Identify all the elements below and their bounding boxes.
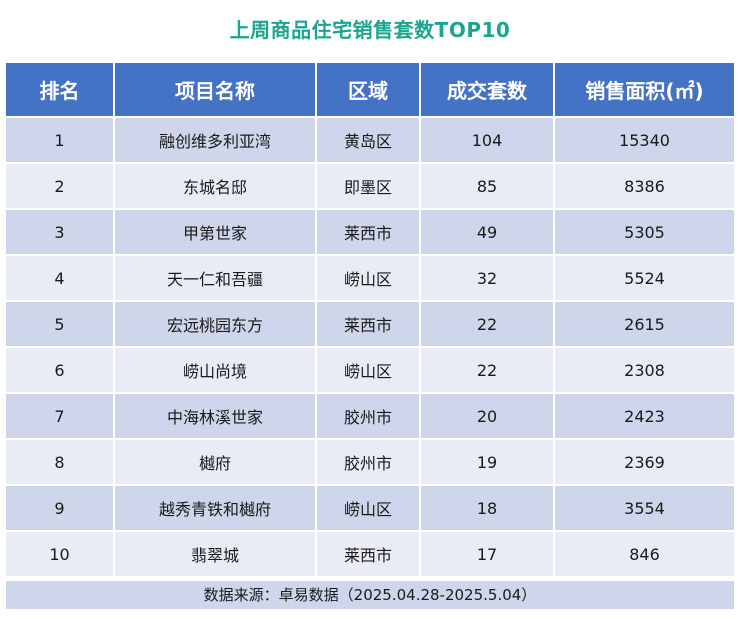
area-cell: 15340 xyxy=(555,118,734,164)
district-cell: 黄岛区 xyxy=(317,118,421,164)
header-rank: 排名 xyxy=(6,63,115,118)
header-units: 成交套数 xyxy=(421,63,555,118)
district-cell: 胶州市 xyxy=(317,440,421,486)
header-project: 项目名称 xyxy=(115,63,317,118)
table-row: 1 融创维多利亚湾 黄岛区 104 15340 xyxy=(6,118,734,164)
header-area: 销售面积(㎡) xyxy=(555,63,734,118)
header-district: 区域 xyxy=(317,63,421,118)
table-row: 5 宏远桃园东方 莱西市 22 2615 xyxy=(6,302,734,348)
sales-table: 排名 项目名称 区域 成交套数 销售面积(㎡) 1 融创维多利亚湾 黄岛区 104 15… xyxy=(6,63,734,578)
table-row: 9 越秀青铁和樾府 崂山区 18 3554 xyxy=(6,486,734,532)
district-cell: 崂山区 xyxy=(317,256,421,302)
district-cell: 莱西市 xyxy=(317,532,421,578)
data-source-note: 数据来源：卓易数据（2025.04.28-2025.5.04） xyxy=(6,581,734,609)
rank-cell: 1 xyxy=(6,118,115,164)
table-row: 10 翡翠城 莱西市 17 846 xyxy=(6,532,734,578)
project-name-cell: 越秀青铁和樾府 xyxy=(115,486,317,532)
rank-cell: 5 xyxy=(6,302,115,348)
district-cell: 崂山区 xyxy=(317,486,421,532)
header-row: 排名 项目名称 区域 成交套数 销售面积(㎡) xyxy=(6,63,734,118)
area-cell: 5524 xyxy=(555,256,734,302)
district-cell: 即墨区 xyxy=(317,164,421,210)
units-cell: 32 xyxy=(421,256,555,302)
rank-cell: 4 xyxy=(6,256,115,302)
project-name-cell: 中海林溪世家 xyxy=(115,394,317,440)
table-title: 上周商品住宅销售套数TOP10 xyxy=(229,18,511,42)
rank-cell: 9 xyxy=(6,486,115,532)
area-cell: 846 xyxy=(555,532,734,578)
rank-cell: 3 xyxy=(6,210,115,256)
area-cell: 2615 xyxy=(555,302,734,348)
district-cell: 莱西市 xyxy=(317,210,421,256)
area-cell: 5305 xyxy=(555,210,734,256)
area-cell: 3554 xyxy=(555,486,734,532)
table-row: 8 樾府 胶州市 19 2369 xyxy=(6,440,734,486)
area-cell: 2308 xyxy=(555,348,734,394)
project-name-cell: 樾府 xyxy=(115,440,317,486)
table-row: 7 中海林溪世家 胶州市 20 2423 xyxy=(6,394,734,440)
table-row: 6 崂山尚境 崂山区 22 2308 xyxy=(6,348,734,394)
table-row: 4 天一仁和吾疆 崂山区 32 5524 xyxy=(6,256,734,302)
district-cell: 胶州市 xyxy=(317,394,421,440)
project-name-cell: 宏远桃园东方 xyxy=(115,302,317,348)
project-name-cell: 融创维多利亚湾 xyxy=(115,118,317,164)
area-cell: 8386 xyxy=(555,164,734,210)
units-cell: 85 xyxy=(421,164,555,210)
project-name-cell: 天一仁和吾疆 xyxy=(115,256,317,302)
units-cell: 22 xyxy=(421,302,555,348)
table-row: 3 甲第世家 莱西市 49 5305 xyxy=(6,210,734,256)
units-cell: 22 xyxy=(421,348,555,394)
project-name-cell: 翡翠城 xyxy=(115,532,317,578)
rank-cell: 8 xyxy=(6,440,115,486)
rank-cell: 7 xyxy=(6,394,115,440)
rank-cell: 2 xyxy=(6,164,115,210)
district-cell: 莱西市 xyxy=(317,302,421,348)
units-cell: 20 xyxy=(421,394,555,440)
units-cell: 49 xyxy=(421,210,555,256)
project-name-cell: 东城名邸 xyxy=(115,164,317,210)
units-cell: 18 xyxy=(421,486,555,532)
units-cell: 104 xyxy=(421,118,555,164)
units-cell: 19 xyxy=(421,440,555,486)
project-name-cell: 甲第世家 xyxy=(115,210,317,256)
table-row: 2 东城名邸 即墨区 85 8386 xyxy=(6,164,734,210)
rank-cell: 6 xyxy=(6,348,115,394)
area-cell: 2369 xyxy=(555,440,734,486)
project-name-cell: 崂山尚境 xyxy=(115,348,317,394)
district-cell: 崂山区 xyxy=(317,348,421,394)
units-cell: 17 xyxy=(421,532,555,578)
rank-cell: 10 xyxy=(6,532,115,578)
area-cell: 2423 xyxy=(555,394,734,440)
